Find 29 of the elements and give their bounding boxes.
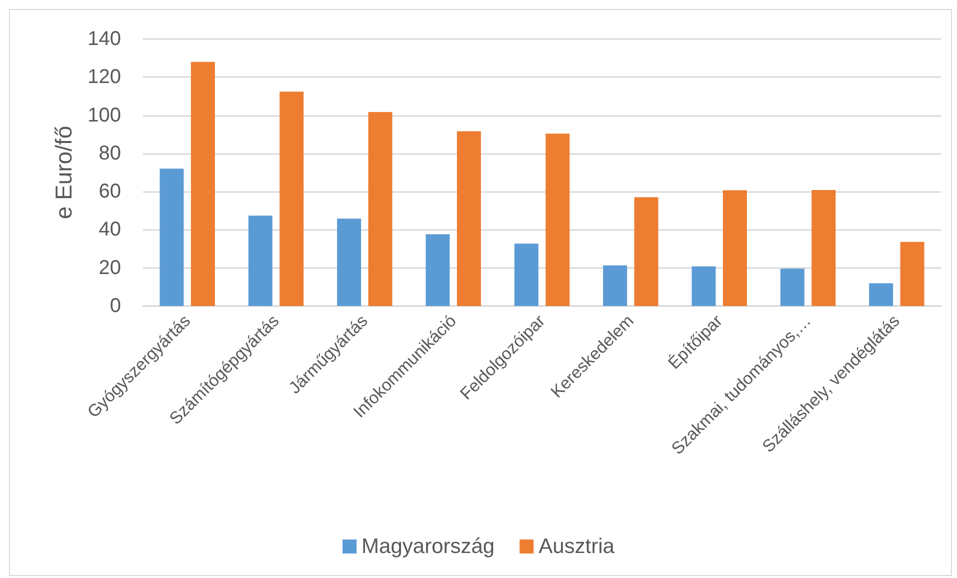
bar	[280, 92, 304, 306]
bar	[634, 197, 658, 306]
bar	[190, 62, 215, 306]
bar	[900, 242, 924, 306]
y-tick-label: 0	[110, 295, 121, 317]
y-tick-label: 40	[98, 218, 121, 241]
bar	[368, 112, 392, 306]
y-tick-label: 100	[88, 104, 121, 126]
bar	[456, 131, 481, 306]
y-tick-label: 140	[88, 28, 121, 50]
bar	[722, 190, 747, 306]
bar	[780, 268, 804, 306]
bar	[426, 234, 450, 306]
legend-label: Magyarország	[362, 535, 495, 558]
y-tick-label: 60	[98, 180, 121, 203]
legend-label: Ausztria	[538, 535, 615, 558]
y-tick-label: 20	[98, 256, 121, 279]
bar	[337, 218, 362, 306]
bar	[692, 266, 716, 306]
y-tick-label: 120	[88, 66, 121, 88]
bar	[514, 244, 538, 306]
bar	[603, 265, 628, 306]
y-tick-label: 80	[98, 142, 121, 164]
y-axis-title: e Euro/fő	[50, 126, 76, 220]
bar	[812, 190, 836, 306]
bar	[546, 134, 570, 306]
bar	[869, 283, 894, 306]
bar	[160, 168, 184, 306]
bar	[248, 216, 272, 306]
